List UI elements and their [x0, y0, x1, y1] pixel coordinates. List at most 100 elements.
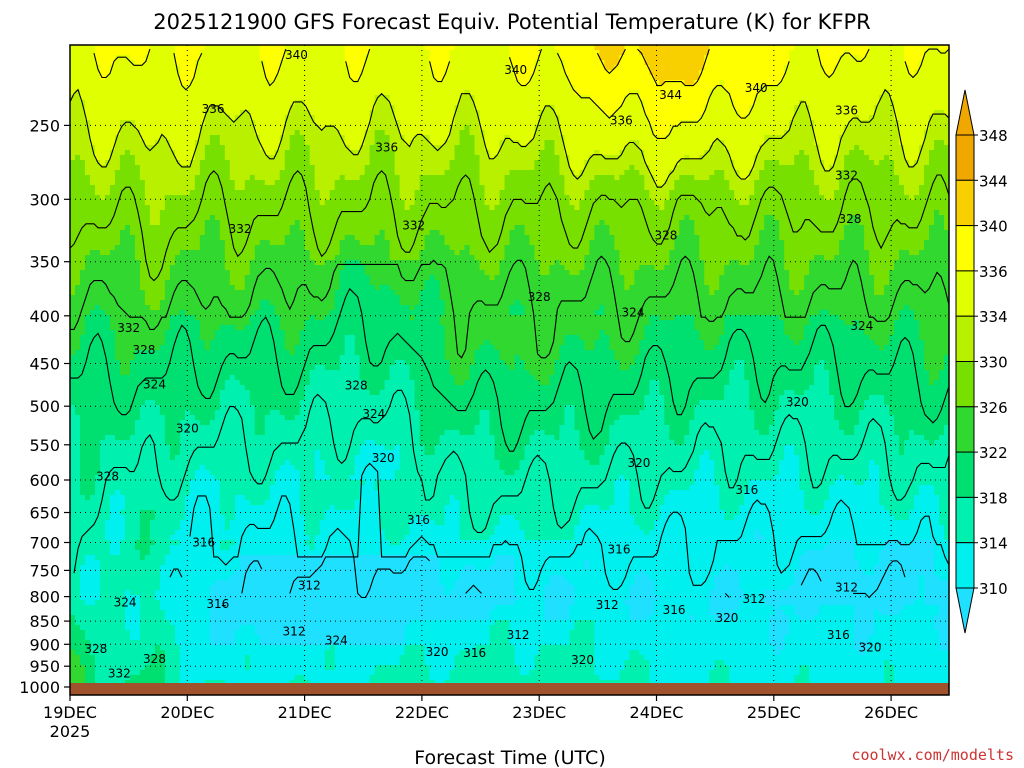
contour-fill-cell — [94, 130, 101, 136]
contour-fill-cell — [84, 635, 91, 641]
contour-fill-cell — [144, 75, 151, 81]
contour-fill-cell — [109, 495, 116, 501]
contour-fill-cell — [144, 425, 151, 431]
contour-fill-cell — [114, 620, 121, 626]
contour-fill-cell — [189, 100, 196, 106]
contour-fill-cell — [119, 310, 126, 316]
contour-fill-cell — [239, 75, 246, 81]
contour-fill-cell — [164, 660, 171, 666]
contour-fill-cell — [149, 160, 156, 166]
contour-fill-cell — [254, 570, 261, 576]
contour-fill-cell — [124, 205, 131, 211]
contour-fill-cell — [209, 305, 216, 311]
contour-fill-cell — [259, 165, 266, 171]
contour-fill-cell — [229, 165, 236, 171]
contour-fill-cell — [214, 330, 221, 336]
contour-fill-cell — [234, 600, 241, 606]
contour-fill-cell — [249, 240, 256, 246]
contour-fill-cell — [94, 610, 101, 616]
contour-fill-cell — [204, 85, 211, 91]
contour-fill-cell — [134, 425, 141, 431]
contour-fill-cell — [184, 420, 191, 426]
contour-fill-cell — [149, 455, 156, 461]
contour-fill-cell — [199, 415, 206, 421]
contour-fill-cell — [204, 185, 211, 191]
contour-fill-cell — [234, 610, 241, 616]
contour-fill-cell — [74, 495, 81, 501]
contour-fill-cell — [89, 360, 96, 366]
contour-fill-cell — [104, 265, 111, 271]
contour-fill-cell — [209, 45, 216, 51]
contour-fill-cell — [74, 140, 81, 146]
contour-fill-cell — [129, 275, 136, 281]
contour-fill-cell — [199, 375, 206, 381]
contour-fill-cell — [254, 660, 261, 666]
contour-fill-cell — [239, 215, 246, 221]
contour-fill-cell — [224, 415, 231, 421]
contour-fill-cell — [229, 680, 236, 686]
contour-fill-cell — [99, 45, 106, 51]
contour-fill-cell — [154, 435, 161, 441]
contour-fill-cell — [70, 515, 76, 521]
contour-fill-cell — [174, 620, 181, 626]
contour-fill-cell — [204, 430, 211, 436]
contour-fill-cell — [114, 640, 121, 646]
contour-fill-cell — [229, 515, 236, 521]
contour-fill-cell — [159, 220, 166, 226]
contour-fill-cell — [254, 85, 261, 91]
contour-fill-cell — [144, 410, 151, 416]
contour-fill-cell — [209, 645, 216, 651]
contour-fill-cell — [184, 230, 191, 236]
contour-fill-cell — [104, 140, 111, 146]
contour-fill-cell — [194, 160, 201, 166]
contour-fill-cell — [174, 115, 181, 121]
contour-fill-cell — [209, 635, 216, 641]
contour-fill-cell — [254, 235, 261, 241]
contour-fill-cell — [189, 425, 196, 431]
contour-fill-cell — [199, 400, 206, 406]
contour-fill-cell — [114, 460, 121, 466]
contour-fill-cell — [99, 450, 106, 456]
contour-fill-cell — [114, 365, 121, 371]
contour-fill-cell — [99, 310, 106, 316]
contour-fill-cell — [114, 375, 121, 381]
contour-fill-cell — [129, 600, 136, 606]
contour-fill-cell — [244, 675, 251, 681]
contour-fill-cell — [199, 510, 206, 516]
contour-fill-cell — [154, 380, 161, 386]
contour-fill-cell — [134, 490, 141, 496]
contour-fill-cell — [204, 140, 211, 146]
contour-fill-cell — [70, 615, 76, 621]
contour-fill-cell — [229, 570, 236, 576]
contour-fill-cell — [144, 440, 151, 446]
contour-fill-cell — [89, 400, 96, 406]
contour-fill-cell — [209, 155, 216, 161]
contour-fill-cell — [229, 590, 236, 596]
contour-fill-cell — [104, 680, 111, 686]
contour-fill-cell — [104, 485, 111, 491]
contour-fill-cell — [70, 170, 76, 176]
contour-fill-cell — [214, 570, 221, 576]
contour-fill-cell — [254, 450, 261, 456]
contour-fill-cell — [229, 110, 236, 116]
contour-fill-cell — [139, 610, 146, 616]
contour-fill-cell — [254, 415, 261, 421]
contour-fill-cell — [124, 190, 131, 196]
contour-fill-cell — [99, 370, 106, 376]
contour-fill-cell — [139, 555, 146, 561]
contour-fill-cell — [204, 110, 211, 116]
contour-fill-cell — [109, 355, 116, 361]
contour-fill-cell — [134, 480, 141, 486]
contour-fill-cell — [179, 385, 186, 391]
contour-fill-cell — [194, 600, 201, 606]
contour-fill-cell — [184, 575, 191, 581]
contour-fill-cell — [94, 370, 101, 376]
contour-fill-cell — [144, 460, 151, 466]
contour-fill-cell — [84, 400, 91, 406]
contour-fill-cell — [74, 515, 81, 521]
contour-fill-cell — [189, 240, 196, 246]
contour-fill-cell — [229, 585, 236, 591]
contour-fill-cell — [129, 460, 136, 466]
contour-fill-cell — [244, 615, 251, 621]
contour-fill-cell — [239, 460, 246, 466]
